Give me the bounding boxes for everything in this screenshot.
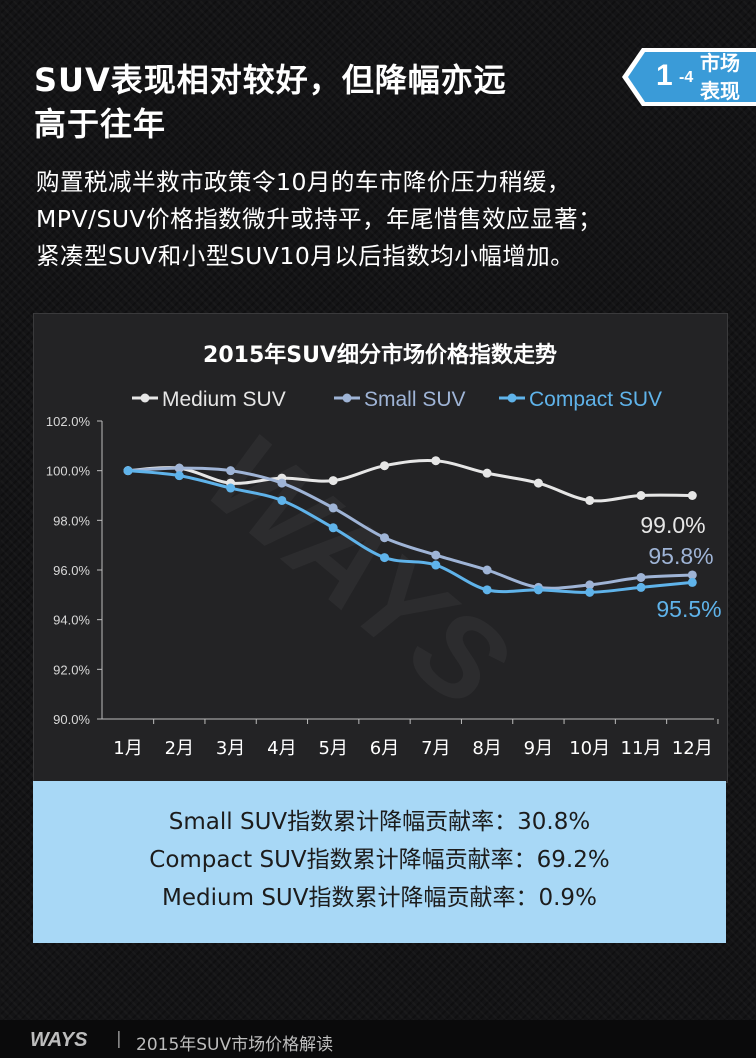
data-point [277,478,287,488]
badge-number: 1 [656,59,673,92]
y-tick-label: 102.0% [46,414,91,429]
x-tick-label: 1月 [113,738,142,759]
data-point [328,476,338,486]
data-point [482,585,492,595]
chart-watermark: WAYS [183,409,533,733]
legend-marker [140,393,150,403]
data-point [636,572,646,582]
summary-line-compact: Compact SUV指数累计降幅贡献率：69.2% [149,847,610,873]
x-tick-label: 6月 [370,738,399,759]
data-point [585,580,595,590]
description-line-3: 紧凑型SUV和小型SUV10月以后指数均小幅增加。 [36,242,575,270]
legend-label: Compact SUV [529,388,662,411]
data-point [585,495,595,505]
data-point [328,503,338,513]
data-point [636,491,646,500]
description-line-1: 购置税减半救市政策令10月的车市降价压力稍缓， [36,168,571,196]
footer-separator: | [116,1029,122,1049]
x-tick-label: 7月 [421,738,450,759]
price-index-chart: WAYS 2015年SUV细分市场价格指数走势 Medium SUV Small … [46,342,722,759]
badge-label-line-2: 表现 [700,79,740,103]
section-badge: 1 -4 市场 表现 [620,44,756,110]
data-point [380,553,389,563]
data-point [174,471,184,481]
data-point [174,463,184,473]
x-tick-label: 10月 [569,738,610,759]
data-point [533,585,543,595]
footer: WAYS | 2015年SUV市场价格解读 [0,1020,756,1058]
end-value-label: 95.5% [656,596,721,622]
x-tick-label: 5月 [318,738,347,759]
x-tick-label: 8月 [472,738,501,759]
data-point [431,560,441,570]
data-point [533,478,543,488]
legend-marker [342,393,352,403]
data-point [380,461,389,471]
badge-subnumber: -4 [679,69,694,86]
x-tick-label: 2月 [165,738,194,759]
title-line-2: 高于往年 [34,105,167,143]
y-tick-label: 98.0% [53,513,90,528]
legend-item-compact-suv: Compact SUV [499,388,662,411]
chart-axes: 90.0% 92.0% 94.0% 96.0% 98.0% 100.0% 102.0% 1月 2… [46,414,719,759]
description-line-2: MPV/SUV价格指数微升或持平，年尾惜售效应显著； [36,205,603,233]
legend-item-medium-suv: Medium SUV [132,388,286,411]
legend-item-small-suv: Small SUV [334,388,466,411]
data-point [482,468,492,478]
x-tick-label: 3月 [216,738,245,759]
footer-text: 2015年SUV市场价格解读 [136,1035,334,1055]
data-point [687,577,697,587]
data-point [687,570,697,580]
data-point [277,495,287,505]
y-tick-label: 100.0% [46,464,91,479]
series-compact-suv: 95.5% [123,466,722,622]
data-point [328,523,338,533]
summary-line-small: Small SUV指数累计降幅贡献率：30.8% [168,809,591,835]
badge-arrow-shape [622,48,756,106]
data-point [636,582,646,592]
y-tick-label: 92.0% [53,662,90,677]
summary-box: Small SUV指数累计降幅贡献率：30.8% Compact SUV指数累计… [33,781,726,943]
data-point [226,483,236,493]
chart-panel: WAYS 2015年SUV细分市场价格指数走势 Medium SUV Small … [33,313,728,783]
chart-title: 2015年SUV细分市场价格指数走势 [203,342,557,368]
chart-legend: Medium SUV Small SUV Compact SUV [132,388,662,411]
data-point [431,456,441,466]
y-tick-label: 96.0% [53,563,90,578]
data-point [482,565,492,575]
data-point [585,587,595,597]
badge-label-line-1: 市场 [700,51,740,75]
data-point [226,466,236,476]
y-tick-label: 90.0% [53,712,90,727]
data-point [380,533,389,543]
data-point [431,550,441,560]
badge-label: 市场 表现 [700,49,752,105]
description: 购置税减半救市政策令10月的车市降价压力稍缓， MPV/SUV价格指数微升或持平… [36,164,736,275]
x-tick-label: 11月 [621,738,662,759]
title-line-1: SUV表现相对较好，但降幅亦远 [34,61,507,99]
x-tick-label: 4月 [267,738,296,759]
series-small-suv: 95.8% [123,463,714,592]
y-tick-label: 94.0% [53,613,90,628]
page-title: SUV表现相对较好，但降幅亦远 高于往年 [34,58,604,146]
legend-label: Small SUV [364,388,466,411]
legend-label: Medium SUV [162,388,286,411]
chart-plot: 99.0% 95.8% 95.5% [123,456,722,622]
x-tick-label: 12月 [672,738,713,759]
summary-line-medium: Medium SUV指数累计降幅贡献率：0.9% [162,885,597,911]
legend-marker [507,393,517,403]
end-value-label: 99.0% [640,512,705,538]
data-point [123,466,133,476]
footer-logo: WAYS [30,1029,88,1051]
data-point [687,491,697,500]
x-tick-label: 9月 [524,738,553,759]
end-value-label: 95.8% [648,543,713,569]
